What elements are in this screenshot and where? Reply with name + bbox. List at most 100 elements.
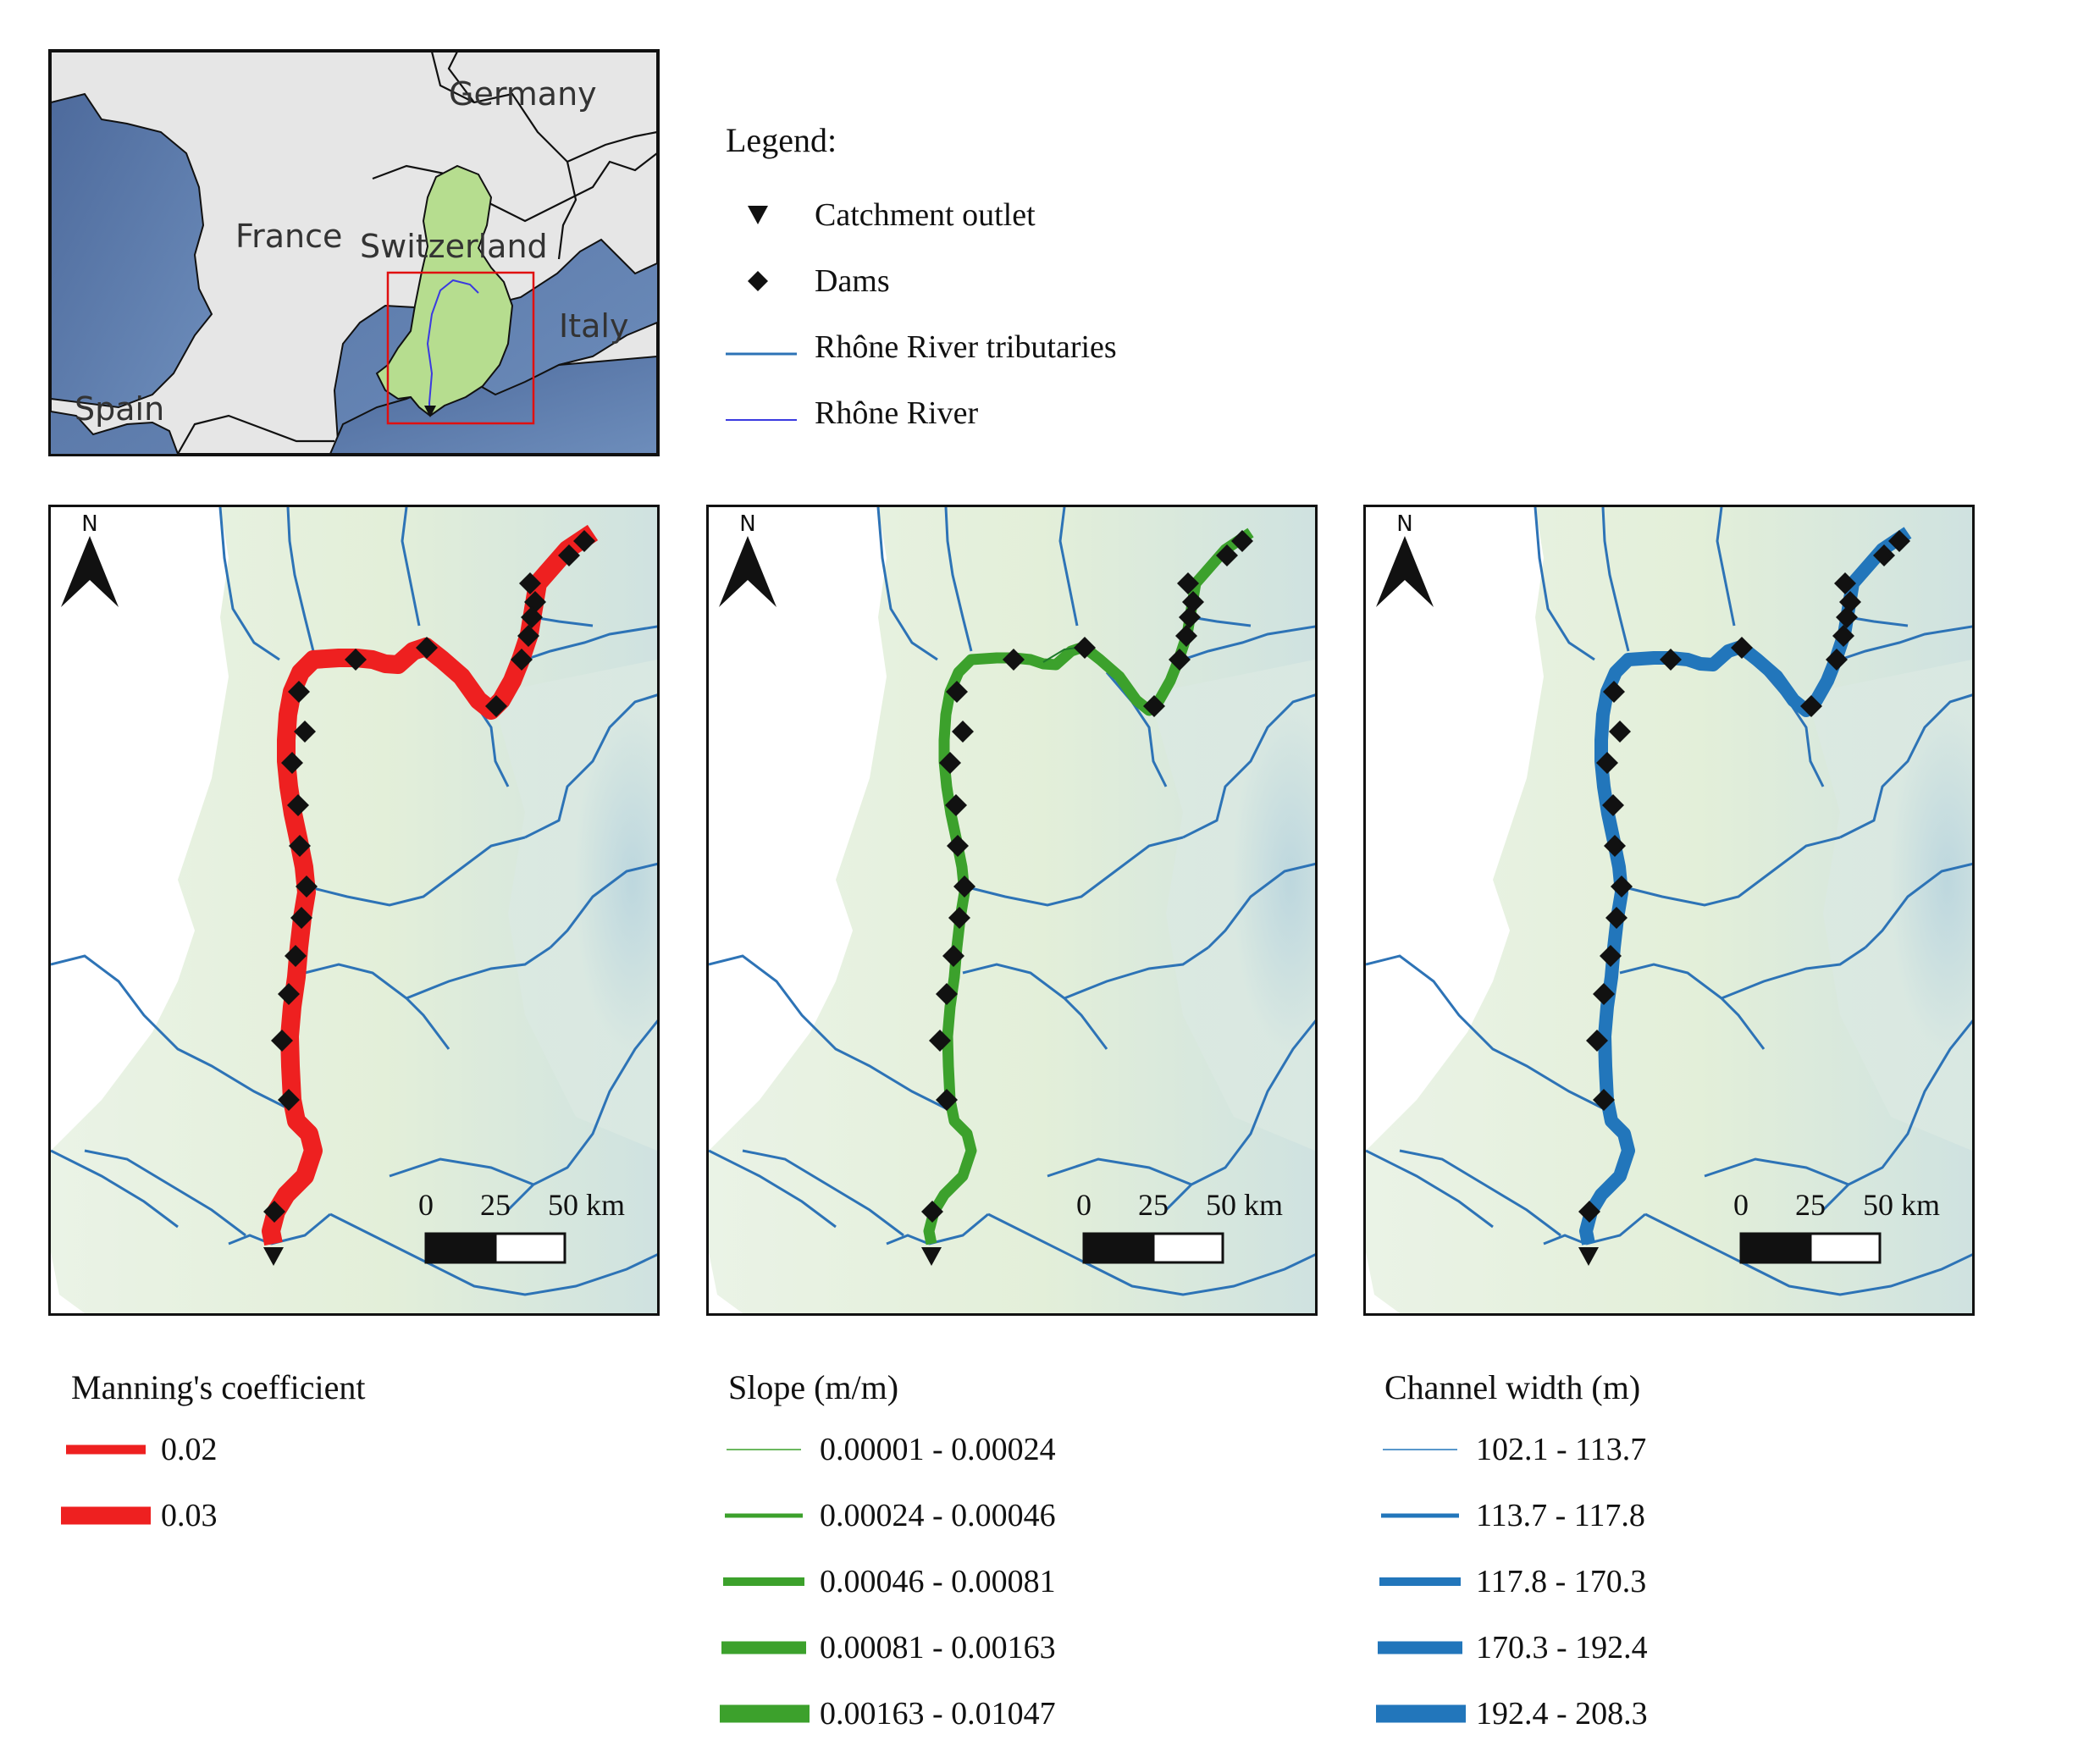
dam-icon [1609,721,1631,743]
scale-tick-label: 50 km [548,1188,625,1222]
width-swatch-5 [1376,1704,1466,1723]
dam-icon [521,606,543,628]
slope-class-3: 0.00046 - 0.00081 [720,1563,1056,1600]
tributary-line [1585,1212,1646,1246]
legend-label-outlet: Catchment outlet [815,197,1036,233]
dam-icon [1578,1201,1600,1223]
dam-icon [1216,544,1238,566]
tributary-line [1207,862,1315,949]
catchment-outlet-icon [921,1247,942,1266]
legend-label-dams: Dams [815,263,890,299]
legend-label-tributaries: Rhône River tributaries [815,329,1117,365]
slope-class-5: 0.00163 - 0.01047 [720,1695,1056,1732]
dam-icon [1593,983,1615,1005]
dam-icon [1169,649,1191,671]
tributary-line [1543,1234,1587,1246]
tributary-line [1628,836,1841,907]
dam-icon [288,681,310,703]
dam-icon [263,1201,285,1223]
tributary-line [1864,862,1972,949]
dam-icon [952,721,974,743]
scale-bar [1739,1232,1882,1264]
width-class-5: 192.4 - 208.3 [1376,1695,1648,1732]
manning-swatch-1 [66,1444,146,1455]
dam-icon [290,907,312,929]
dam-icon [921,1201,943,1223]
tributary-line [1105,671,1168,787]
dam-icon [558,544,580,566]
slope-class-2: 0.00024 - 0.00046 [720,1497,1056,1534]
legend-label-rhone: Rhône River [815,395,979,431]
legend-item-rhone: Rhône River [726,395,978,432]
tributary-line [1366,954,1604,1110]
dam-icon [519,572,541,594]
width-label-1: 102.1 - 113.7 [1476,1432,1647,1467]
dam-icon [511,649,533,671]
width-label-5: 192.4 - 208.3 [1476,1696,1648,1732]
scale-tick-label: 0 [418,1188,434,1222]
tributary-line [524,693,657,839]
slope-class-4: 0.00081 - 0.00163 [720,1629,1056,1666]
dam-icon [271,1030,293,1052]
dam-icon [517,625,539,647]
scale-tick-label: 0 [1076,1188,1091,1222]
tributary-line [286,507,315,652]
dam-icon [294,721,316,743]
dam-icon [278,983,300,1005]
tributary-line [970,836,1184,907]
slope-label-5: 0.00163 - 0.01047 [820,1696,1056,1732]
width-label-3: 117.8 - 170.3 [1476,1564,1647,1599]
dam-icon [946,681,968,703]
manning-class-1: 0.02 [61,1431,218,1468]
map-panel-slope: N 0 25 50 km [706,505,1318,1316]
dam-icon [1182,591,1204,613]
triangle-down-icon [748,206,768,224]
dam-icon [296,875,318,898]
dam-icon [942,945,964,967]
tributary-line [1399,1149,1561,1237]
study-area-box [386,271,535,425]
dam-icon [1834,572,1856,594]
dam-icon [1603,681,1625,703]
tributary-line [51,954,289,1110]
dam-icon [289,835,311,857]
dam-icon [1604,835,1626,857]
dam-icon [1586,1030,1608,1052]
tributary-line [1047,1157,1192,1186]
dam-icon [939,752,961,774]
dam-icon [1177,572,1199,594]
dam-icon [1074,637,1096,659]
dam-icon [1605,907,1628,929]
scale-bar [424,1232,566,1264]
slope-label-4: 0.00081 - 0.00163 [820,1630,1056,1665]
scale-tick-label: 50 km [1206,1188,1283,1222]
scale-tick-label: 0 [1733,1188,1749,1222]
dam-icon [1179,606,1201,628]
slope-swatch-5 [720,1704,810,1723]
manning-label-2: 0.03 [161,1498,218,1533]
north-arrow-icon [1376,536,1405,607]
dam-icon [1660,649,1682,671]
slope-swatch-2 [725,1513,803,1518]
tributary-line [876,507,938,661]
label-france: France [235,218,343,255]
width-class-2: 113.7 - 117.8 [1376,1497,1645,1534]
dam-icon [524,591,546,613]
dam-icon [278,1089,300,1111]
alps-relief [1149,660,1315,1151]
legend-item-tributaries: Rhône River tributaries [726,329,1117,366]
legend-manning-title: Manning's coefficient [71,1368,366,1406]
tributary-line [312,836,526,907]
width-label-2: 113.7 - 117.8 [1476,1498,1645,1533]
scale-bar [1082,1232,1224,1264]
north-arrow-icon [719,536,748,607]
rhone-line-icon [726,419,797,421]
tributary-line [401,507,421,627]
catchment-outlet-icon [1578,1247,1599,1266]
dam-icon [1826,649,1848,671]
label-spain: Spain [75,390,165,428]
tributary-line [1182,625,1315,661]
map-panel-manning: N 0 25 50 km [48,505,660,1316]
tributary-line [1839,625,1972,661]
legend-item-dams: Dams [745,262,890,300]
